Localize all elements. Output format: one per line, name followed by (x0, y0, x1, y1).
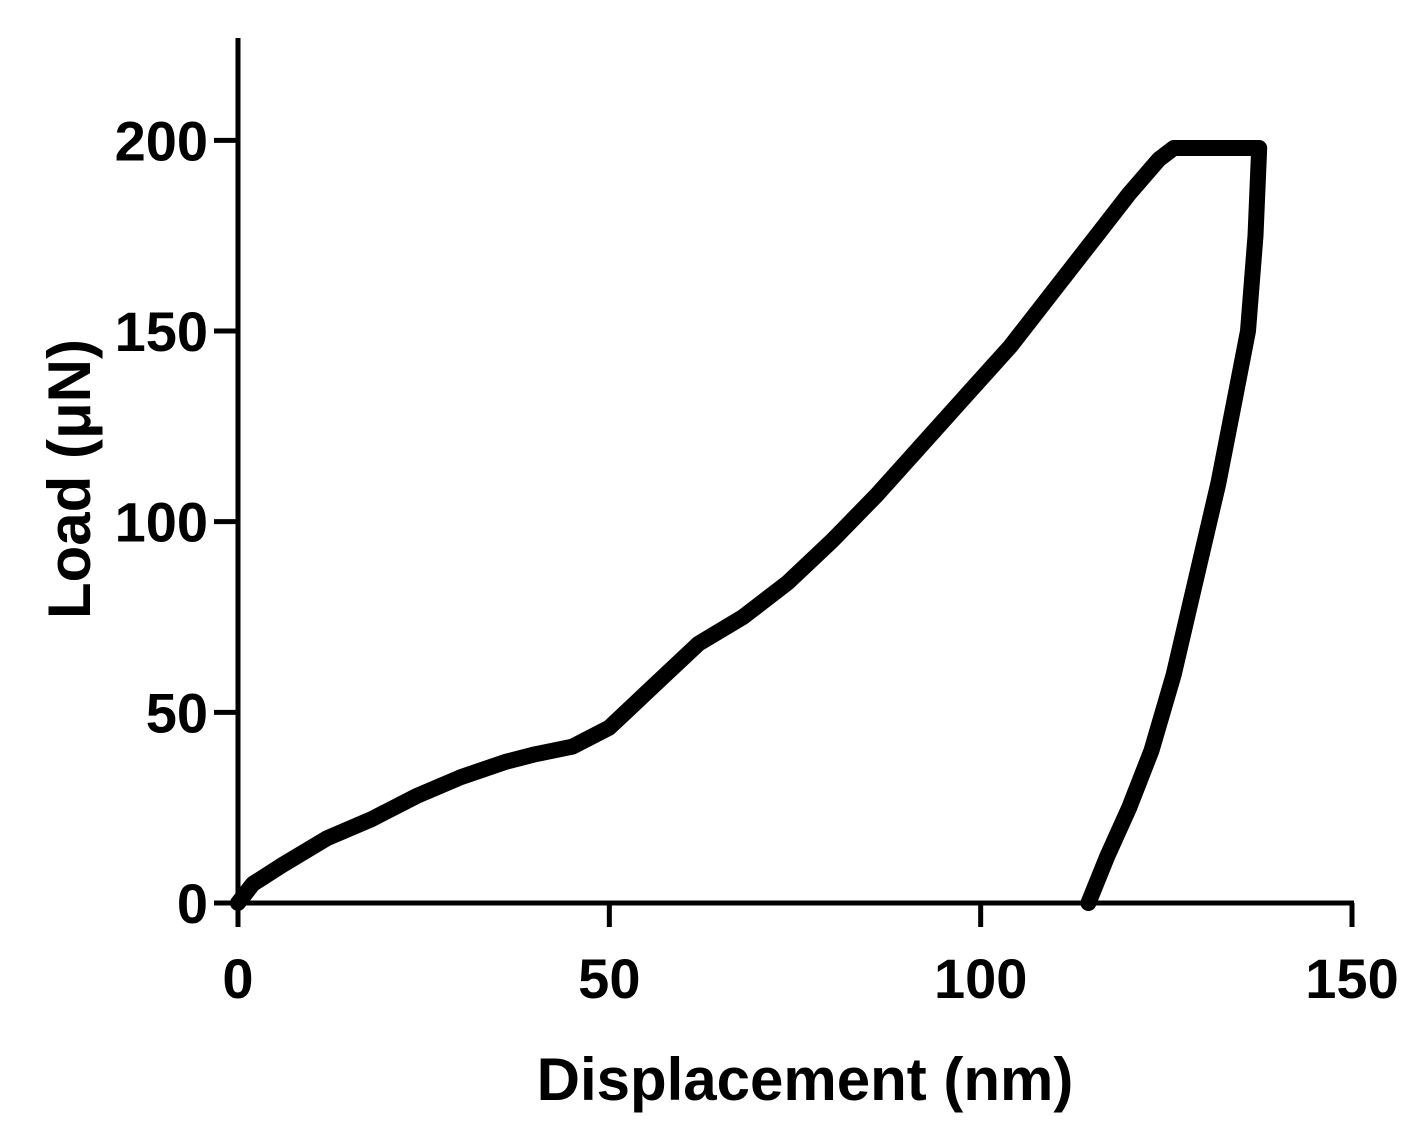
x-tick-label: 50 (578, 947, 640, 1010)
axes (235, 38, 1354, 906)
x-axis-title: Displacement (nm) (537, 1046, 1074, 1113)
x-tick-label: 0 (222, 947, 253, 1010)
y-tick-label: 0 (177, 872, 208, 935)
y-axis-title: Load (μN) (36, 339, 103, 619)
y-tick-label: 100 (115, 491, 208, 554)
x-tick-label: 100 (934, 947, 1027, 1010)
x-tick-label: 150 (1305, 947, 1398, 1010)
y-ticks: 0 50 100 150 200 (115, 109, 238, 935)
x-ticks: 0 50 100 150 (222, 903, 1399, 1010)
series-line (230, 140, 1268, 911)
y-tick-label: 200 (115, 109, 208, 172)
series-layer (230, 140, 1268, 911)
y-tick-label: 50 (146, 681, 208, 744)
y-tick-label: 150 (115, 300, 208, 363)
